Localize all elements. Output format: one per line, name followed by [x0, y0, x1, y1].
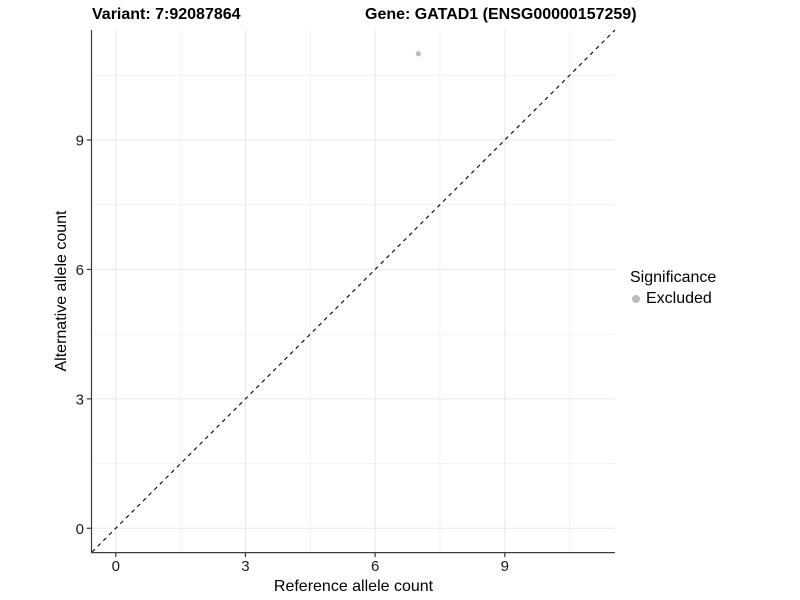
x-tick-label: 0 — [112, 558, 120, 575]
y-tick-label: 3 — [76, 391, 84, 408]
plot-title-gene: Gene: GATAD1 (ENSG00000157259) — [365, 6, 637, 23]
data-point — [415, 51, 421, 57]
y-tick-label: 0 — [76, 521, 84, 538]
identity-dashed-line — [91, 29, 616, 553]
y-axis-title: Alternative allele count — [53, 210, 70, 372]
axis-lines — [90, 30, 615, 554]
plot-title-variant: Variant: 7:92087864 — [92, 6, 241, 23]
legend-entry-label: Excluded — [646, 290, 712, 307]
y-tick-label: 9 — [76, 133, 84, 150]
x-tick-label: 9 — [501, 558, 509, 575]
x-axis-title: Reference allele count — [273, 578, 434, 595]
legend-title: Significance — [630, 269, 717, 286]
legend: Significance Excluded — [630, 269, 716, 308]
excluded-point-icon — [632, 295, 640, 303]
y-tick-label: 6 — [76, 262, 84, 279]
legend-entry-excluded: Excluded — [630, 290, 716, 308]
x-tick-label: 6 — [371, 558, 379, 575]
x-tick-label: 3 — [241, 558, 249, 575]
